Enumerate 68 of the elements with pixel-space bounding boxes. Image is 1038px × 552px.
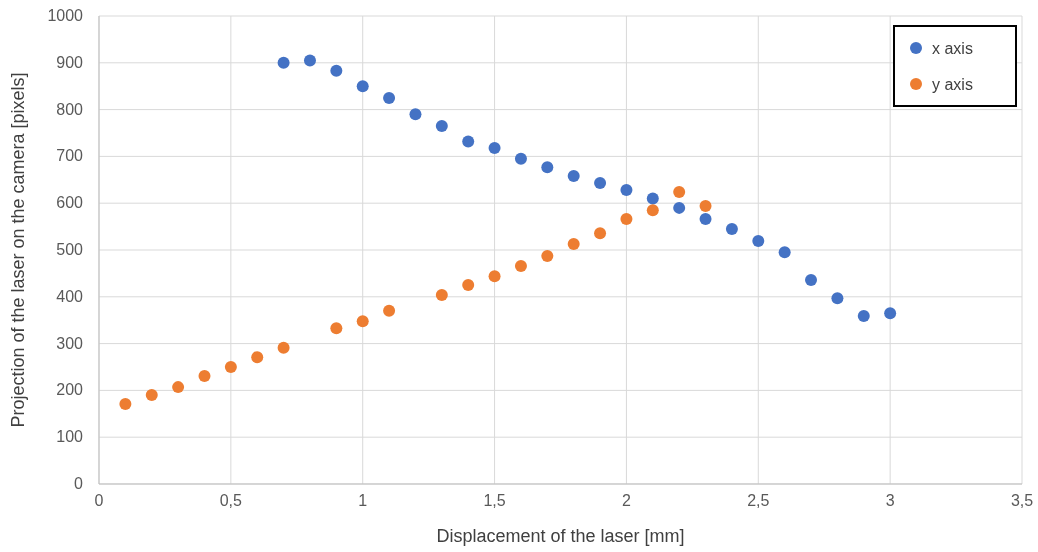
point <box>462 279 475 292</box>
point <box>409 108 422 121</box>
point <box>330 322 343 335</box>
y-tick-label: 200 <box>56 381 84 399</box>
point <box>778 246 791 259</box>
point <box>805 273 818 286</box>
point <box>514 259 527 272</box>
point <box>620 213 633 226</box>
point <box>251 351 264 364</box>
x-tick-label: 2,5 <box>747 492 770 509</box>
point <box>884 307 897 320</box>
y-tick-label: 900 <box>56 53 84 71</box>
y-axis-title: Projection of the laser on the camera [pixels] <box>8 72 28 428</box>
point <box>145 389 158 402</box>
point <box>462 135 475 148</box>
y-tick-label: 1000 <box>47 7 84 24</box>
y-tick-label: 600 <box>56 194 84 212</box>
y-tick-label: 800 <box>56 100 84 118</box>
point <box>541 161 554 174</box>
point <box>594 177 607 190</box>
point <box>567 237 580 250</box>
x-axis-title: Displacement of the laser [mm] <box>436 526 685 546</box>
point <box>119 397 132 410</box>
point <box>514 152 527 165</box>
point <box>857 309 870 322</box>
point <box>435 119 448 132</box>
y-tick-label: 100 <box>56 428 84 446</box>
y-tick-label: 700 <box>56 147 84 165</box>
point <box>224 361 237 373</box>
legend-label: y axis <box>932 76 973 93</box>
x-tick-label: 3,5 <box>1010 492 1034 509</box>
point <box>303 54 316 67</box>
y-tick-label: 400 <box>56 287 84 305</box>
point <box>752 235 765 248</box>
point <box>356 315 369 328</box>
y-tick-label: 500 <box>56 241 84 258</box>
x-tick-label: 2 <box>621 492 631 509</box>
point <box>198 369 211 382</box>
point <box>435 288 448 301</box>
point <box>330 64 343 77</box>
point <box>383 91 396 104</box>
point <box>567 170 580 183</box>
x-tick-label: 0,5 <box>219 492 243 509</box>
point <box>673 185 686 198</box>
point <box>277 56 290 69</box>
x-tick-label: 1 <box>358 492 368 509</box>
point <box>488 141 501 154</box>
point <box>488 270 501 283</box>
point <box>541 250 554 263</box>
point <box>831 292 844 305</box>
point <box>699 213 712 226</box>
point <box>646 192 659 205</box>
point <box>594 227 607 240</box>
point <box>277 341 290 354</box>
x-tick-label: 1,5 <box>483 492 506 509</box>
point <box>646 204 659 217</box>
y-tick-label: 300 <box>56 334 84 352</box>
y-tick-label: 0 <box>74 475 84 492</box>
point <box>673 201 686 214</box>
point <box>725 222 738 235</box>
point <box>620 184 633 197</box>
point <box>172 381 185 394</box>
x-tick-label: 0 <box>94 492 104 509</box>
x-tick-label: 3 <box>885 492 895 509</box>
point <box>383 304 396 317</box>
point <box>699 200 712 213</box>
legend-label: x axis <box>932 40 973 57</box>
point <box>356 80 369 93</box>
